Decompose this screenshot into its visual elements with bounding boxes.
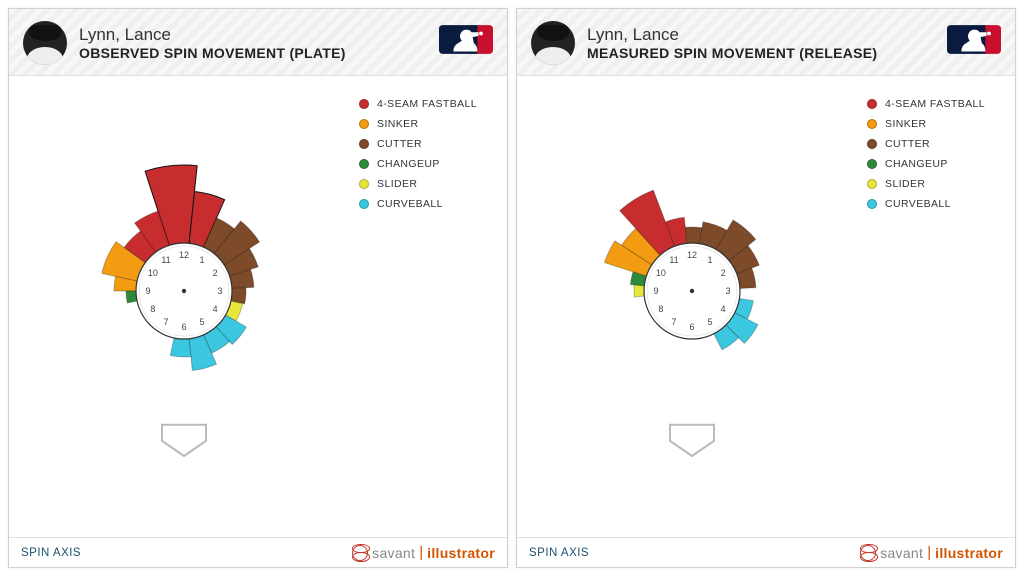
legend-swatch	[359, 99, 369, 109]
legend-swatch	[867, 139, 877, 149]
brand-savant: savant	[372, 545, 415, 561]
clock-numeral: 12	[687, 250, 697, 260]
legend-label: CURVEBALL	[885, 198, 951, 210]
chart-panel: Lynn, Lance OBSERVED SPIN MOVEMENT (PLAT…	[8, 8, 508, 568]
clock-numeral: 7	[163, 317, 168, 327]
chart-area: 123456789101112 4-SEAM FASTBALLSINKERCUT…	[517, 76, 1015, 537]
legend-label: CHANGEUP	[885, 158, 948, 170]
legend-swatch	[867, 99, 877, 109]
legend-swatch	[359, 139, 369, 149]
clock-numeral: 9	[145, 286, 150, 296]
clock-numeral: 8	[150, 304, 155, 314]
legend-label: CHANGEUP	[377, 158, 440, 170]
legend-label: SINKER	[885, 118, 927, 130]
panel-title: MEASURED SPIN MOVEMENT (RELEASE)	[587, 45, 877, 61]
chart-area: 123456789101112 4-SEAM FASTBALLSINKERCUT…	[9, 76, 507, 537]
clock-numeral: 3	[725, 286, 730, 296]
clock-numeral: 2	[721, 268, 726, 278]
clock-numeral: 11	[669, 255, 678, 265]
player-name: Lynn, Lance	[79, 25, 346, 45]
legend-swatch	[359, 199, 369, 209]
clock-numeral: 9	[653, 286, 658, 296]
legend-label: CUTTER	[885, 138, 930, 150]
legend-item: CUTTER	[867, 138, 985, 150]
legend-label: 4-SEAM FASTBALL	[377, 98, 477, 110]
legend-swatch	[867, 179, 877, 189]
legend-label: SLIDER	[377, 178, 417, 190]
footer-label: SPIN AXIS	[21, 547, 81, 559]
brand-separator: |	[419, 544, 423, 561]
clock-numeral: 4	[721, 304, 726, 314]
clock-numeral: 10	[656, 268, 666, 278]
clock-numeral: 12	[179, 250, 189, 260]
legend-label: SLIDER	[885, 178, 925, 190]
home-plate-icon	[162, 425, 206, 456]
brand: savant | illustrator	[352, 544, 495, 561]
clock-numeral: 5	[707, 317, 712, 327]
mlb-logo	[439, 25, 493, 60]
clock-numeral: 6	[689, 322, 694, 332]
legend-item: 4-SEAM FASTBALL	[359, 98, 477, 110]
legend: 4-SEAM FASTBALL SINKER CUTTER CHANGEUP SLIDE…	[867, 98, 985, 218]
panel-footer: SPIN AXIS savant | illustrator	[9, 537, 507, 567]
spin-wedge	[634, 285, 644, 297]
legend-swatch	[867, 199, 877, 209]
legend-swatch	[359, 179, 369, 189]
clock-numeral: 8	[658, 304, 663, 314]
baseball-icon	[860, 545, 876, 561]
legend-label: SINKER	[377, 118, 419, 130]
legend-item: CHANGEUP	[359, 158, 477, 170]
legend-item: SLIDER	[359, 178, 477, 190]
brand-separator: |	[927, 544, 931, 561]
clock-numeral: 4	[213, 304, 218, 314]
clock-numeral: 10	[148, 268, 158, 278]
mlb-logo	[947, 25, 1001, 60]
legend-swatch	[359, 159, 369, 169]
clock-numeral: 11	[161, 255, 170, 265]
brand-savant: savant	[880, 545, 923, 561]
clock-numeral: 6	[181, 322, 186, 332]
spin-wedge	[170, 338, 191, 357]
brand-illustrator: illustrator	[935, 545, 1003, 561]
legend-label: CURVEBALL	[377, 198, 443, 210]
clock-numeral: 5	[199, 317, 204, 327]
legend-swatch	[867, 159, 877, 169]
brand-illustrator: illustrator	[427, 545, 495, 561]
baseball-icon	[352, 545, 368, 561]
player-avatar	[23, 21, 67, 65]
clock-numeral: 1	[199, 255, 204, 265]
legend-label: CUTTER	[377, 138, 422, 150]
legend-item: SINKER	[359, 118, 477, 130]
player-name: Lynn, Lance	[587, 25, 877, 45]
footer-label: SPIN AXIS	[529, 547, 589, 559]
clock-center	[182, 289, 186, 293]
legend-item: 4-SEAM FASTBALL	[867, 98, 985, 110]
panel-footer: SPIN AXIS savant | illustrator	[517, 537, 1015, 567]
legend: 4-SEAM FASTBALL SINKER CUTTER CHANGEUP SLIDE…	[359, 98, 477, 218]
panel-header: Lynn, Lance MEASURED SPIN MOVEMENT (RELE…	[517, 9, 1015, 76]
legend-label: 4-SEAM FASTBALL	[885, 98, 985, 110]
clock-numeral: 1	[707, 255, 712, 265]
legend-item: SLIDER	[867, 178, 985, 190]
brand: savant | illustrator	[860, 544, 1003, 561]
panel-header: Lynn, Lance OBSERVED SPIN MOVEMENT (PLAT…	[9, 9, 507, 76]
legend-item: CHANGEUP	[867, 158, 985, 170]
legend-swatch	[359, 119, 369, 129]
clock-numeral: 2	[213, 268, 218, 278]
player-avatar	[531, 21, 575, 65]
clock-numeral: 3	[217, 286, 222, 296]
clock-center	[690, 289, 694, 293]
home-plate-icon	[670, 425, 714, 456]
legend-item: CURVEBALL	[867, 198, 985, 210]
clock-numeral: 7	[671, 317, 676, 327]
legend-item: SINKER	[867, 118, 985, 130]
legend-item: CUTTER	[359, 138, 477, 150]
panel-title: OBSERVED SPIN MOVEMENT (PLATE)	[79, 45, 346, 61]
spin-wedge	[126, 291, 137, 303]
legend-swatch	[867, 119, 877, 129]
chart-panel: Lynn, Lance MEASURED SPIN MOVEMENT (RELE…	[516, 8, 1016, 568]
legend-item: CURVEBALL	[359, 198, 477, 210]
